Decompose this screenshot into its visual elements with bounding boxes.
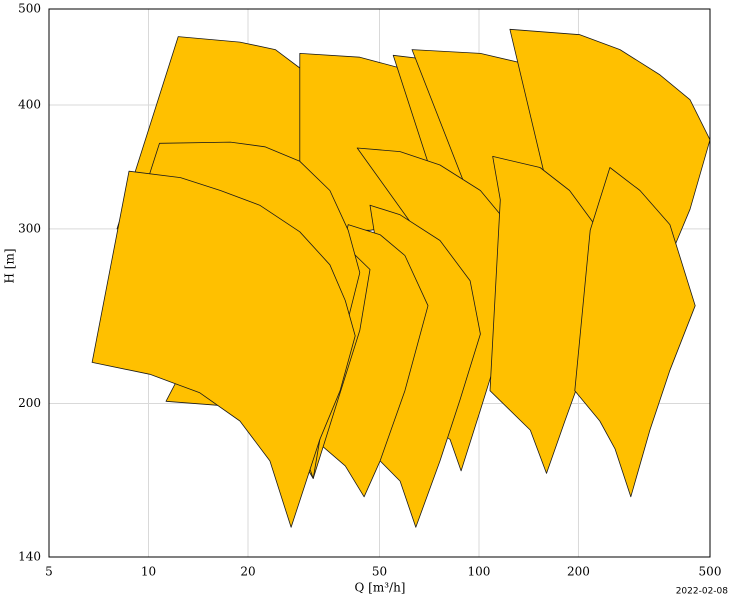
date-annotation: 2022-02-08 [676,587,729,597]
performance-area [574,167,696,498]
x-tick-label: 100 [468,565,491,579]
y-tick-label: 140 [18,550,41,564]
y-tick-label: 500 [18,2,41,16]
y-tick-label: 400 [18,98,41,112]
performance-area [91,170,356,528]
axes-frame [48,8,711,558]
y-axis-label: H [m] [3,248,17,283]
x-axis-label: Q [m³/h] [355,581,406,595]
x-tick-label: 10 [141,565,156,579]
x-tick-label: 5 [45,565,53,579]
plot-area [91,28,711,528]
x-tick-label: 500 [699,565,722,579]
x-tick-label: 20 [240,565,255,579]
y-tick-label: 300 [18,221,41,235]
x-tick-label: 50 [372,565,387,579]
x-tick-label: 200 [567,565,590,579]
y-tick-label: 200 [18,396,41,410]
